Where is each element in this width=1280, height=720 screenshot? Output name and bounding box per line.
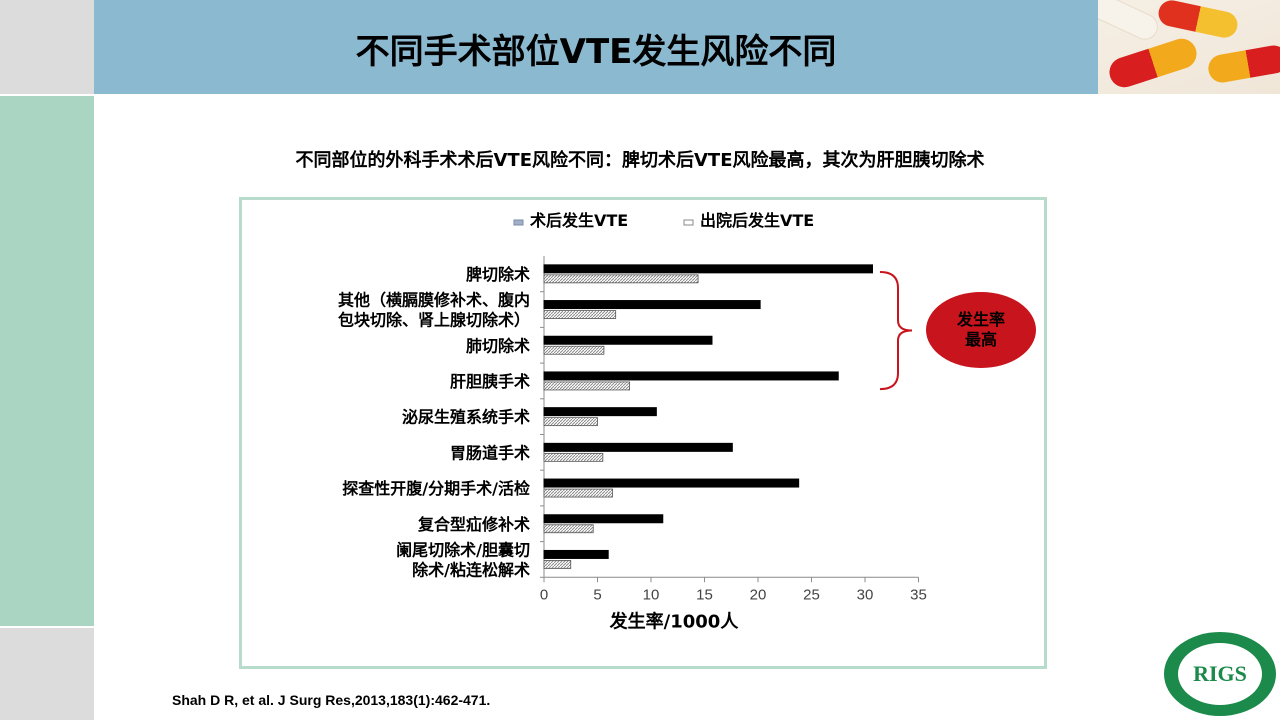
category-label: 包块切除、肾上腺切除术）: [338, 311, 530, 330]
bar-discharge-vte: [543, 560, 572, 569]
header-bar: 不同手术部位VTE发生风险不同: [94, 0, 1098, 94]
rigs-logo: RIGS: [1164, 632, 1276, 716]
bar-postop-vte: [543, 335, 713, 345]
callout-bubble: 发生率最高: [926, 292, 1036, 368]
callout-text: 发生率最高: [956, 310, 1005, 349]
category-label: 探查性开腹/分期手术/活检: [342, 479, 530, 498]
x-tick-label: 5: [593, 586, 601, 603]
pill-orange: [1156, 0, 1240, 41]
x-tick-label: 15: [696, 586, 713, 603]
bar-discharge-vte: [543, 524, 594, 534]
category-label: 胃肠道手术: [450, 443, 530, 462]
bar-postop-vte: [543, 478, 800, 488]
left-bottom-block: [0, 628, 94, 720]
bar-discharge-vte: [543, 274, 699, 284]
category-label: 泌尿生殖系统手术: [402, 408, 530, 427]
bar-chart: 0 5 10 15 20 25 30 35 发生率/1000人 脾切除术其他（横膈膜修补术、腹内包…: [338, 211, 927, 632]
legend-label-postop: 术后发生VTE: [529, 211, 628, 230]
x-tick-label: 0: [540, 586, 548, 603]
category-label: 复合型疝修补术: [417, 515, 530, 534]
logo-text: RIGS: [1193, 661, 1247, 686]
x-tick-label: 25: [803, 586, 820, 603]
bar-discharge-vte: [543, 488, 613, 498]
logo-inner-disc: [1178, 643, 1262, 705]
pill-red-2: [1206, 43, 1280, 85]
category-label: 肝胆胰手术: [450, 372, 530, 391]
bar-postop-vte: [543, 407, 657, 417]
slide-subtitle: 不同部位的外科手术术后VTE风险不同：脾切术后VTE风险最高，其次为肝胆胰切除术: [295, 150, 985, 171]
bar-discharge-vte: [543, 381, 630, 391]
x-tick-label: 30: [857, 586, 874, 603]
x-tick-label: 35: [910, 586, 927, 603]
pill-photo: [1098, 0, 1280, 94]
pill-red: [1105, 34, 1201, 92]
legend-label-discharge: 出院后发生VTE: [700, 211, 814, 230]
bar-discharge-vte: [543, 452, 604, 462]
pill-white: [1098, 0, 1163, 44]
bar-postop-vte: [543, 300, 761, 310]
slide-title: 不同手术部位VTE发生风险不同: [355, 32, 837, 72]
left-accent-bar: [0, 96, 94, 626]
bar-discharge-vte: [543, 310, 617, 319]
legend-swatch-postop: [513, 219, 524, 226]
x-tick-label: 20: [750, 586, 767, 603]
chart-frame: 0 5 10 15 20 25 30 35 发生率/1000人 脾切除术其他（横膈膜修补术、腹内包…: [239, 197, 1047, 669]
category-label: 其他（横膈膜修补术、腹内: [338, 291, 530, 310]
bar-postop-vte: [543, 549, 609, 559]
category-label: 肺切除术: [466, 336, 530, 355]
legend-swatch-discharge: [683, 219, 694, 226]
citation: Shah D R, et al. J Surg Res,2013,183(1):…: [172, 692, 491, 708]
x-tick-label: 10: [643, 586, 660, 603]
category-label: 除术/粘连松解术: [412, 560, 530, 579]
category-label: 脾切除术: [466, 265, 530, 284]
bar-postop-vte: [543, 442, 733, 452]
x-axis-label: 发生率/1000人: [609, 610, 740, 632]
highlight-bracket: [879, 271, 913, 391]
bar-postop-vte: [543, 264, 873, 274]
bar-postop-vte: [543, 514, 664, 524]
bar-postop-vte: [543, 371, 839, 381]
bar-discharge-vte: [543, 417, 598, 427]
bar-discharge-vte: [543, 345, 605, 355]
category-label: 阑尾切除术/胆囊切: [396, 540, 530, 559]
left-top-block: [0, 0, 94, 94]
